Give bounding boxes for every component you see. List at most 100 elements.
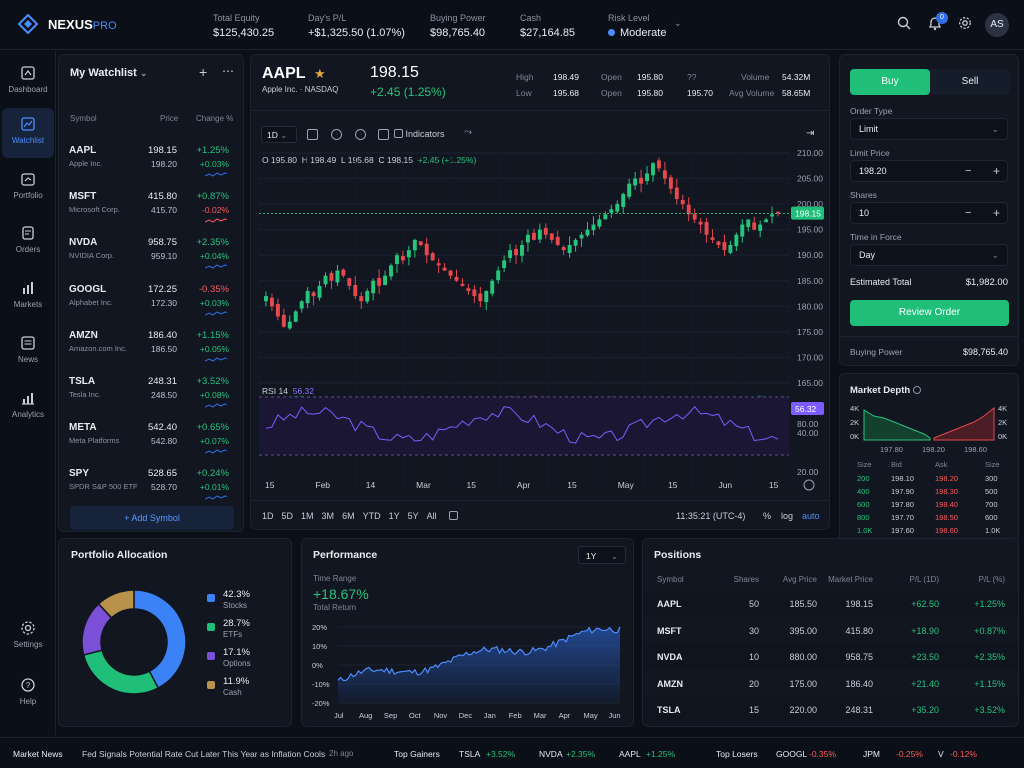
nav-settings[interactable]: Settings bbox=[2, 612, 54, 662]
watchlist-row[interactable]: AMZN Amazon.com Inc. 186.40 186.50 +1.15% +0.… bbox=[59, 330, 239, 376]
fullscreen-icon[interactable]: ⇥ bbox=[806, 128, 815, 139]
info-icon[interactable] bbox=[912, 386, 921, 394]
add-icon[interactable]: + bbox=[199, 64, 208, 80]
date-tick: May bbox=[618, 480, 635, 490]
watchlist-row[interactable]: NVDA NVIDIA Corp. 958.75 959.10 +2.35% +0.04% bbox=[59, 237, 239, 283]
avatar[interactable]: AS bbox=[985, 13, 1009, 37]
star-icon[interactable]: ★ bbox=[314, 66, 326, 81]
candle-body bbox=[353, 284, 358, 297]
orders-icon bbox=[22, 226, 34, 240]
news-headline[interactable]: Fed Signals Potential Rate Cut Later Thi… bbox=[82, 749, 326, 759]
indicators-button[interactable]: Indicators bbox=[394, 129, 445, 139]
gainer-symbol[interactable]: TSLA bbox=[459, 749, 481, 759]
add-symbol-button[interactable]: + Add Symbol bbox=[70, 506, 234, 530]
range-1m[interactable]: 1M bbox=[301, 511, 314, 521]
limit-price-input[interactable]: 198.20 bbox=[850, 160, 1008, 182]
watchlist-row[interactable]: META Meta Platforms 542.40 542.80 +0.65% +0.0… bbox=[59, 422, 239, 468]
perf-x-tick: May bbox=[584, 711, 598, 720]
candle-body bbox=[621, 193, 626, 207]
range-buttons: 1D 5D 1M 3M 6M YTD 1Y 5Y All bbox=[262, 511, 458, 521]
limit-plus-button[interactable]: + bbox=[993, 164, 1001, 178]
candle-body bbox=[764, 219, 769, 223]
search-icon[interactable] bbox=[897, 16, 911, 33]
stat-extra-value: 195.70 bbox=[687, 88, 713, 98]
buy-tab[interactable]: Buy bbox=[850, 69, 930, 95]
gainer-change: +1.25% bbox=[646, 749, 676, 759]
layout-icon[interactable] bbox=[378, 129, 389, 140]
positions-row[interactable]: TSLA 15 220.00 248.31 +35.20 +3.52% bbox=[643, 697, 1018, 723]
nav-help[interactable]: ? Help bbox=[2, 669, 54, 719]
measure-icon[interactable]: ⤳ bbox=[464, 127, 472, 138]
nav-analytics[interactable]: Analytics bbox=[2, 382, 54, 432]
range-6m[interactable]: 6M bbox=[342, 511, 355, 521]
watchlist-row[interactable]: MSFT Microsoft Corp. 415.80 415.70 +0.87% -0.… bbox=[59, 191, 239, 237]
compare-icon[interactable] bbox=[331, 129, 342, 140]
positions-row[interactable]: NVDA 10 880.00 958.75 +23.50 +2.35% bbox=[643, 644, 1018, 670]
drawing-icon[interactable] bbox=[355, 129, 366, 140]
tif-select[interactable]: Day ⌄ bbox=[850, 244, 1008, 266]
divider bbox=[840, 336, 1018, 337]
price-chart[interactable]: 210.00 205.00 200.00 195.00 190.00 185.00 180.… bbox=[251, 145, 829, 495]
stat-cash: Cash $27,164.85 bbox=[520, 13, 576, 39]
candle-type-icon[interactable] bbox=[307, 129, 318, 140]
positions-row[interactable]: AAPL 50 185.50 198.15 +62.50 +1.25% bbox=[643, 591, 1018, 617]
col-symbol: Symbol bbox=[70, 114, 97, 123]
shares-input[interactable]: 10 bbox=[850, 202, 1008, 224]
watchlist-row[interactable]: GOOGL Alphabet Inc. 172.25 172.30 -0.35% +0.0… bbox=[59, 284, 239, 330]
nav-dashboard[interactable]: Dashboard bbox=[2, 57, 54, 107]
watchlist-row[interactable]: AAPL Apple Inc. 198.15 198.20 +1.25% +0.03% bbox=[59, 145, 239, 191]
range-3m[interactable]: 3M bbox=[321, 511, 335, 521]
gainer-symbol[interactable]: AAPL bbox=[619, 749, 641, 759]
shares-minus-button[interactable]: − bbox=[965, 207, 972, 219]
limit-minus-button[interactable]: − bbox=[965, 165, 972, 177]
positions-cell: TSLA bbox=[657, 705, 681, 715]
scale-percent[interactable]: % bbox=[763, 511, 772, 521]
watchlist-row[interactable]: SPY SPDR S&P 500 ETF 528.65 528.70 +0.24% +0.… bbox=[59, 468, 239, 514]
scale-auto[interactable]: auto bbox=[802, 511, 820, 521]
nav-watchlist[interactable]: Watchlist bbox=[2, 108, 54, 158]
candle-body bbox=[460, 283, 465, 286]
interval-select[interactable]: 1D ⌄ bbox=[261, 126, 297, 143]
gainer-symbol[interactable]: NVDA bbox=[539, 749, 563, 759]
range-5d[interactable]: 5D bbox=[281, 511, 294, 521]
sell-tab[interactable]: Sell bbox=[930, 69, 1010, 95]
loser-symbol[interactable]: V bbox=[938, 749, 944, 759]
positions-cell: 248.31 bbox=[845, 705, 873, 715]
performance-chart[interactable]: 20% 10% 0% -10% -20% Jul Aug Sep Oct Nov Dec Jan Feb… bbox=[302, 615, 633, 726]
calendar-icon[interactable] bbox=[448, 511, 458, 520]
donut-slice bbox=[97, 589, 135, 619]
loser-symbol[interactable]: GOOGL bbox=[776, 749, 808, 759]
risk-level[interactable]: Risk Level Moderate bbox=[608, 13, 667, 39]
candle-body bbox=[692, 214, 697, 220]
positions-row[interactable]: AMZN 20 175.00 186.40 +21.40 +1.15% bbox=[643, 671, 1018, 697]
nav-portfolio[interactable]: Portfolio bbox=[2, 163, 54, 213]
review-order-button[interactable]: Review Order bbox=[850, 300, 1009, 326]
watchlist-title[interactable]: My Watchlist ⌄ bbox=[70, 67, 148, 79]
nav-markets[interactable]: Markets bbox=[2, 272, 54, 322]
shares-plus-button[interactable]: + bbox=[993, 206, 1001, 220]
loser-symbol[interactable]: JPM bbox=[863, 749, 880, 759]
scale-log[interactable]: log bbox=[781, 511, 794, 521]
depth-header: Size bbox=[985, 460, 1000, 469]
order-type-select[interactable]: Limit ⌄ bbox=[850, 118, 1008, 140]
crosshair-icon[interactable] bbox=[803, 479, 815, 491]
watchlist-row[interactable]: TSLA Tesla Inc. 248.31 248.50 +3.52% +0.08% bbox=[59, 376, 239, 422]
order-panel: Buy Sell Order Type Limit ⌄ Limit Price 1… bbox=[839, 54, 1019, 366]
loser-change: -0.25% bbox=[896, 749, 923, 759]
depth-cell: 400 bbox=[857, 487, 870, 496]
range-1y[interactable]: 1Y bbox=[388, 511, 400, 521]
gear-icon[interactable] bbox=[958, 16, 972, 33]
nav-orders[interactable]: Orders bbox=[2, 217, 54, 267]
range-ytd[interactable]: YTD bbox=[362, 511, 381, 521]
candle-body bbox=[341, 269, 346, 276]
more-icon[interactable]: ⋯ bbox=[222, 64, 234, 78]
period-select[interactable]: 1Y ⌄ bbox=[578, 546, 626, 564]
date-tick: 15 bbox=[567, 480, 577, 490]
nav-news[interactable]: News bbox=[2, 327, 54, 377]
range-1d[interactable]: 1D bbox=[262, 511, 274, 521]
positions-cell: MSFT bbox=[657, 625, 682, 636]
range-all[interactable]: All bbox=[426, 511, 437, 521]
chevron-down-icon[interactable]: ⌄ bbox=[674, 18, 682, 28]
range-5y[interactable]: 5Y bbox=[407, 511, 419, 521]
positions-row[interactable]: MSFT 30 395.00 415.80 +18.90 +0.87% bbox=[643, 618, 1018, 644]
